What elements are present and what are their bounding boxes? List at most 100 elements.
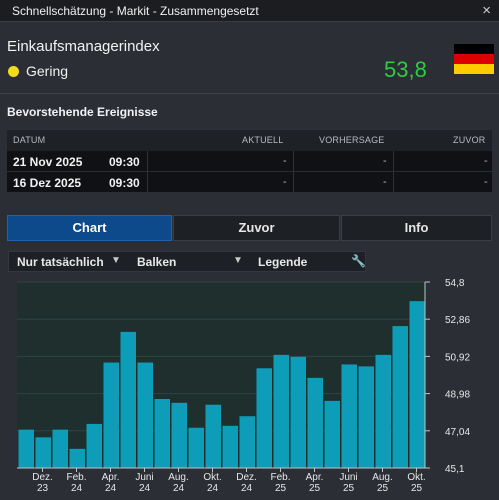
events-table: DATUM AKTUELL VORHERSAGE ZUVOR 21 Nov 20… bbox=[7, 130, 492, 193]
chart-toolbar: Nur tatsächlich ▼ Balken ▼ Legende 🔧 bbox=[8, 251, 366, 272]
table-row[interactable]: 16 Dez 2025 09:30 - - - bbox=[7, 172, 492, 193]
x-tick-label: Juni bbox=[135, 472, 153, 483]
window-titlebar: Schnellschätzung - Markit - Zusammengese… bbox=[0, 0, 499, 22]
bar[interactable] bbox=[171, 402, 188, 468]
col-zuvor: ZUVOR bbox=[453, 135, 486, 145]
y-tick-label: 50,92 bbox=[445, 352, 470, 363]
x-tick-label: 24 bbox=[241, 483, 253, 494]
row-date: 16 Dez 2025 bbox=[13, 176, 82, 190]
table-row[interactable]: 21 Nov 2025 09:30 - - - bbox=[7, 151, 492, 172]
bar[interactable] bbox=[86, 423, 103, 468]
flag-stripe-black bbox=[454, 44, 494, 54]
x-tick-label: Okt. bbox=[407, 472, 425, 483]
bar[interactable] bbox=[324, 400, 341, 468]
x-tick-label: 24 bbox=[105, 483, 117, 494]
x-tick-label: 24 bbox=[139, 483, 151, 494]
events-table-header: DATUM AKTUELL VORHERSAGE ZUVOR bbox=[7, 130, 492, 151]
y-tick-label: 48,98 bbox=[445, 390, 470, 401]
bar[interactable] bbox=[69, 448, 86, 468]
row-time: 09:30 bbox=[109, 176, 140, 190]
col-datum: DATUM bbox=[13, 135, 46, 145]
y-tick-label: 45,1 bbox=[445, 464, 465, 475]
tab-chart[interactable]: Chart bbox=[7, 215, 172, 241]
view-tabs: Chart Zuvor Info bbox=[7, 215, 492, 241]
tab-info[interactable]: Info bbox=[341, 215, 492, 241]
col-vorhersage: VORHERSAGE bbox=[319, 135, 385, 145]
x-tick-label: Feb. bbox=[66, 472, 86, 483]
flag-stripe-red bbox=[454, 54, 494, 64]
filter-dropdown[interactable]: Nur tatsächlich bbox=[17, 255, 104, 269]
indicator-name: Einkaufsmanagerindex bbox=[7, 38, 160, 55]
x-tick-label: Dez. bbox=[32, 472, 53, 483]
y-tick-label: 52,86 bbox=[445, 315, 470, 326]
x-tick-label: Aug. bbox=[168, 472, 189, 483]
x-tick-label: Feb. bbox=[270, 472, 290, 483]
tab-zuvor[interactable]: Zuvor bbox=[173, 215, 340, 241]
x-tick-label: Aug. bbox=[372, 472, 393, 483]
row-vorhersage: - bbox=[383, 176, 387, 188]
indicator-header: Einkaufsmanagerindex Gering 53,8 bbox=[0, 23, 499, 94]
x-tick-label: Apr. bbox=[306, 472, 324, 483]
bar[interactable] bbox=[341, 364, 358, 468]
chevron-down-icon[interactable]: ▼ bbox=[111, 255, 121, 266]
bar[interactable] bbox=[154, 398, 171, 468]
bar[interactable] bbox=[18, 429, 35, 468]
bar[interactable] bbox=[137, 362, 154, 468]
bar[interactable] bbox=[375, 354, 392, 468]
x-tick-label: 25 bbox=[343, 483, 355, 494]
bar[interactable] bbox=[103, 362, 120, 468]
chevron-down-icon[interactable]: ▼ bbox=[233, 255, 243, 266]
cell-divider bbox=[293, 151, 294, 171]
germany-flag-icon bbox=[454, 44, 494, 74]
impact-label: Gering bbox=[26, 63, 69, 79]
bar[interactable] bbox=[409, 301, 426, 468]
bar[interactable] bbox=[188, 427, 205, 468]
row-aktuell: - bbox=[283, 176, 287, 188]
x-tick-label: 24 bbox=[207, 483, 219, 494]
x-tick-label: 25 bbox=[309, 483, 321, 494]
row-zuvor: - bbox=[484, 176, 488, 188]
row-zuvor: - bbox=[484, 155, 488, 167]
x-tick-label: 25 bbox=[275, 483, 287, 494]
y-tick-label: 54,8 bbox=[445, 278, 465, 289]
close-icon[interactable]: × bbox=[482, 2, 491, 19]
bar-chart: 54,852,8650,9248,9847,0445,1Dez.23Feb.24… bbox=[17, 278, 470, 494]
cell-divider bbox=[393, 172, 394, 192]
x-tick-label: Juni bbox=[339, 472, 357, 483]
x-tick-label: 23 bbox=[37, 483, 49, 494]
indicator-value: 53,8 bbox=[384, 57, 427, 82]
x-tick-label: Okt. bbox=[203, 472, 221, 483]
bar[interactable] bbox=[307, 377, 324, 468]
bar[interactable] bbox=[290, 356, 307, 468]
x-tick-label: 25 bbox=[377, 483, 389, 494]
bar[interactable] bbox=[273, 354, 290, 468]
bar[interactable] bbox=[392, 326, 409, 468]
bar[interactable] bbox=[222, 425, 239, 468]
bar[interactable] bbox=[35, 437, 52, 468]
bar[interactable] bbox=[256, 368, 273, 468]
bar[interactable] bbox=[120, 331, 137, 468]
bar[interactable] bbox=[52, 429, 69, 468]
cell-divider bbox=[147, 172, 148, 192]
x-tick-label: Apr. bbox=[102, 472, 120, 483]
cell-divider bbox=[293, 172, 294, 192]
row-aktuell: - bbox=[283, 155, 287, 167]
x-tick-label: 24 bbox=[71, 483, 83, 494]
row-vorhersage: - bbox=[383, 155, 387, 167]
chart-type-dropdown[interactable]: Balken bbox=[137, 255, 177, 269]
cell-divider bbox=[147, 151, 148, 171]
legend-button[interactable]: Legende bbox=[258, 255, 308, 269]
window-title: Schnellschätzung - Markit - Zusammengese… bbox=[12, 4, 259, 18]
y-tick-label: 47,04 bbox=[445, 427, 470, 438]
bar[interactable] bbox=[239, 416, 256, 468]
x-tick-label: 24 bbox=[173, 483, 185, 494]
wrench-icon[interactable]: 🔧 bbox=[351, 254, 366, 268]
impact-dot-icon bbox=[8, 66, 19, 77]
col-aktuell: AKTUELL bbox=[242, 135, 284, 145]
bar[interactable] bbox=[358, 366, 375, 468]
row-time: 09:30 bbox=[109, 155, 140, 169]
bar[interactable] bbox=[205, 404, 222, 468]
row-date: 21 Nov 2025 bbox=[13, 155, 83, 169]
x-tick-label: Dez. bbox=[236, 472, 257, 483]
flag-stripe-gold bbox=[454, 64, 494, 74]
